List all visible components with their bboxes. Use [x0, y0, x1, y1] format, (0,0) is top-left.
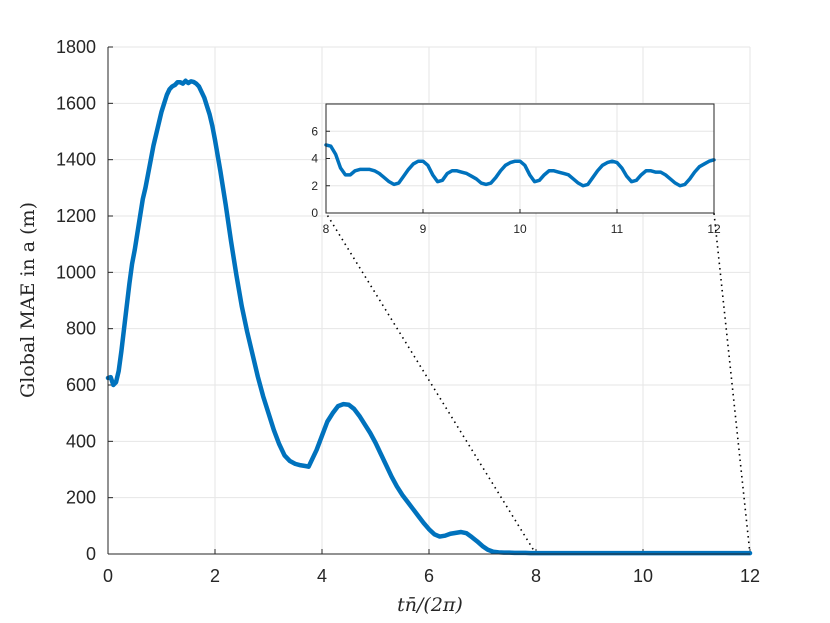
inset-y-tick-label: 4: [311, 152, 318, 166]
main-series-line: [105, 78, 753, 556]
zoom-connector-right: [713, 212, 751, 555]
main-x-tick-label: 4: [317, 566, 327, 586]
inset-x-tick-label: 8: [323, 222, 330, 236]
main-y-tick-label: 600: [66, 375, 96, 395]
inset-x-tick-labels: 8 9 10 11 12: [323, 222, 721, 236]
y-axis-label: Global MAE in a (m): [17, 202, 39, 398]
main-x-tick-label: 12: [740, 566, 760, 586]
main-x-tick-label: 0: [103, 566, 113, 586]
main-series: [105, 78, 753, 556]
inset-y-tick-label: 2: [311, 179, 318, 193]
x-axis-label: tn̄/(2π): [397, 594, 463, 616]
main-y-tick-label: 1000: [56, 262, 96, 282]
main-y-tick-label: 800: [66, 319, 96, 339]
main-x-tick-label: 10: [633, 566, 653, 586]
main-y-tick-label: 1400: [56, 150, 96, 170]
main-x-tick-label: 2: [210, 566, 220, 586]
inset-y-tick-label: 6: [311, 124, 318, 138]
main-x-tick-label: 8: [531, 566, 541, 586]
main-y-tick-label: 1200: [56, 206, 96, 226]
inset-x-tick-label: 12: [707, 222, 721, 236]
zoom-connector-left: [325, 212, 537, 555]
inset-frame: [325, 103, 715, 214]
inset-y-tick-label: 0: [311, 206, 318, 220]
main-y-tick-label: 200: [66, 488, 96, 508]
main-x-tick-labels: 0 2 4 6 8 10 12: [103, 566, 760, 586]
inset-x-tick-label: 11: [611, 222, 624, 236]
main-x-tick-label: 6: [424, 566, 434, 586]
main-y-tick-labels: 0 200 400 600 800 1000 1200 1400 1600 1800: [56, 37, 96, 564]
main-y-tick-label: 1800: [56, 37, 96, 57]
main-y-tick-label: 1600: [56, 93, 96, 113]
main-y-tick-label: 0: [86, 544, 96, 564]
inset-series-line: [324, 143, 716, 188]
zoom-connector-lines: [325, 212, 751, 555]
main-y-tick-label: 400: [66, 431, 96, 451]
inset-series: [324, 143, 716, 188]
inset-x-tick-label: 9: [420, 222, 427, 236]
inset-x-tick-label: 10: [513, 222, 527, 236]
inset-y-tick-labels: 0 2 4 6: [311, 124, 318, 220]
inset-chart: 8 9 10 11 12 0 2 4 6: [311, 103, 721, 236]
main-axes: [107, 47, 750, 555]
